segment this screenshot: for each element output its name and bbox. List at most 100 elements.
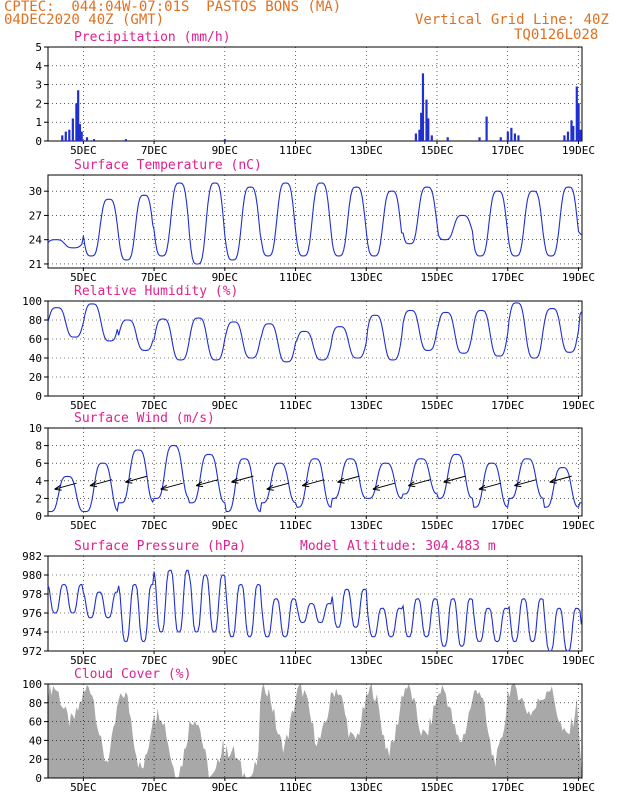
precip-bar xyxy=(78,124,82,141)
wind-arrow-head xyxy=(407,481,416,488)
panel1-ytick-label: 0 xyxy=(35,135,42,148)
panel3-ytick-label: 0 xyxy=(35,390,42,403)
panel6-xtick-label: 5DEC xyxy=(70,781,97,794)
wind-arrow-head xyxy=(443,477,451,484)
header-station-line: CPTEC: 044:04W-07:01S PASTOS BONS (MA) xyxy=(4,0,342,15)
precip-bar xyxy=(563,135,566,141)
panel5-xtick-label: 13DEC xyxy=(350,654,383,667)
precip-bar xyxy=(570,120,573,141)
wind-arrow-head xyxy=(195,481,204,488)
panel5-ytick-label: 982 xyxy=(22,550,42,563)
panel6-ytick-label: 60 xyxy=(29,716,42,729)
panel1-xtick-label: 7DEC xyxy=(141,144,168,157)
panel4-xtick-label: 9DEC xyxy=(212,519,239,532)
panel4-xtick-label: 5DEC xyxy=(70,519,97,532)
panel3-series-line xyxy=(47,302,582,363)
panel4-xtick-label: 15DEC xyxy=(420,519,453,532)
precip-bar xyxy=(61,135,64,141)
panel4-xtick-label: 19DEC xyxy=(562,519,595,532)
precip-bar xyxy=(223,139,227,141)
panel3-ytick-label: 60 xyxy=(29,333,42,346)
panel4-ytick-label: 4 xyxy=(35,475,42,488)
precip-bar xyxy=(71,118,74,141)
panel4-series-line xyxy=(47,445,582,513)
panel5-xtick-label: 19DEC xyxy=(562,654,595,667)
wind-arrow-head xyxy=(337,477,345,484)
header-date-line: 04DEC2020 40Z (GMT) xyxy=(4,12,165,28)
panel2-xtick-label: 5DEC xyxy=(70,271,97,284)
panel4-ytick-label: 6 xyxy=(35,457,42,470)
panel2-ytick-label: 30 xyxy=(29,185,42,198)
panel2-xtick-label: 11DEC xyxy=(279,271,312,284)
panel4-xtick-label: 17DEC xyxy=(491,519,524,532)
wind-arrow-head xyxy=(54,484,62,491)
wind-arrow xyxy=(443,475,466,483)
precip-bar xyxy=(575,86,578,141)
precip-bar xyxy=(430,135,433,141)
panel1-xtick-label: 11DEC xyxy=(279,144,312,157)
wind-arrow-head xyxy=(549,477,557,484)
wind-arrow-head xyxy=(266,484,274,491)
panel5-frame xyxy=(47,555,583,652)
panel6-xtick-label: 15DEC xyxy=(420,781,453,794)
wind-arrow xyxy=(231,475,254,483)
panel4-ytick-label: 10 xyxy=(29,422,42,435)
precip-bar xyxy=(566,131,570,141)
header-grid-note: Vertical Grid Line: 40Z xyxy=(415,12,609,28)
panel4-xtick-label: 11DEC xyxy=(279,519,312,532)
panel5-annotation: Model Altitude: 304.483 m xyxy=(300,539,496,554)
panel2-title: Surface Temperature (nC) xyxy=(74,158,262,173)
panel3-xtick-label: 13DEC xyxy=(350,399,383,412)
panel2-xtick-label: 17DEC xyxy=(491,271,524,284)
panel2-xtick-label: 13DEC xyxy=(350,271,383,284)
precip-bar xyxy=(478,137,481,141)
panel5-title: Surface Pressure (hPa) xyxy=(74,539,246,554)
precip-bar xyxy=(510,127,513,141)
panel5-xtick-label: 7DEC xyxy=(141,654,168,667)
panel2-xtick-label: 7DEC xyxy=(141,271,168,284)
precip-bar xyxy=(425,99,428,141)
precip-bar xyxy=(68,129,71,141)
panel4-ytick-label: 8 xyxy=(35,440,42,453)
wind-arrow xyxy=(266,482,289,490)
panel5-series-line xyxy=(47,569,582,652)
panel5-ytick-label: 980 xyxy=(22,569,42,582)
panel6-xtick-label: 11DEC xyxy=(279,781,312,794)
wind-arrow-head xyxy=(372,484,380,491)
panel5-xtick-label: 15DEC xyxy=(420,654,453,667)
panel5-xtick-label: 11DEC xyxy=(279,654,312,667)
wind-arrow xyxy=(408,479,431,487)
panel6-ytick-label: 100 xyxy=(22,678,42,691)
panel3-title: Relative Humidity (%) xyxy=(74,284,238,299)
cloud-cover-area xyxy=(48,684,582,778)
panel2-frame xyxy=(47,174,583,269)
panel3-frame xyxy=(47,300,583,397)
precip-bar xyxy=(85,137,89,141)
wind-arrow xyxy=(195,479,219,487)
precip-bar xyxy=(75,103,78,141)
panel3-ytick-label: 20 xyxy=(29,371,42,384)
panel1-xtick-label: 17DEC xyxy=(491,144,524,157)
precip-bar xyxy=(421,73,425,141)
precip-bar xyxy=(499,137,502,141)
panel3-xtick-label: 11DEC xyxy=(279,399,312,412)
panel6-xtick-label: 19DEC xyxy=(562,781,595,794)
panel5-xtick-label: 17DEC xyxy=(491,654,524,667)
panel3-xtick-label: 7DEC xyxy=(141,399,168,412)
panel4-title: Surface Wind (m/s) xyxy=(74,411,215,426)
precip-bar xyxy=(446,137,449,141)
panel5-ytick-label: 976 xyxy=(22,607,42,620)
wind-arrow-head xyxy=(89,481,98,488)
panel1-ytick-label: 1 xyxy=(35,116,42,129)
precip-bar xyxy=(124,139,128,141)
panel5-ytick-label: 978 xyxy=(22,588,42,601)
panel4-frame xyxy=(47,427,583,517)
precip-bar xyxy=(506,131,509,141)
precip-bar xyxy=(80,131,83,141)
panel4-ytick-label: 2 xyxy=(35,492,42,505)
wind-arrow xyxy=(372,482,396,490)
panel6-xtick-label: 13DEC xyxy=(350,781,383,794)
panel2-series-line xyxy=(47,182,582,265)
precip-bar xyxy=(513,133,517,141)
panel6-frame xyxy=(47,683,583,779)
